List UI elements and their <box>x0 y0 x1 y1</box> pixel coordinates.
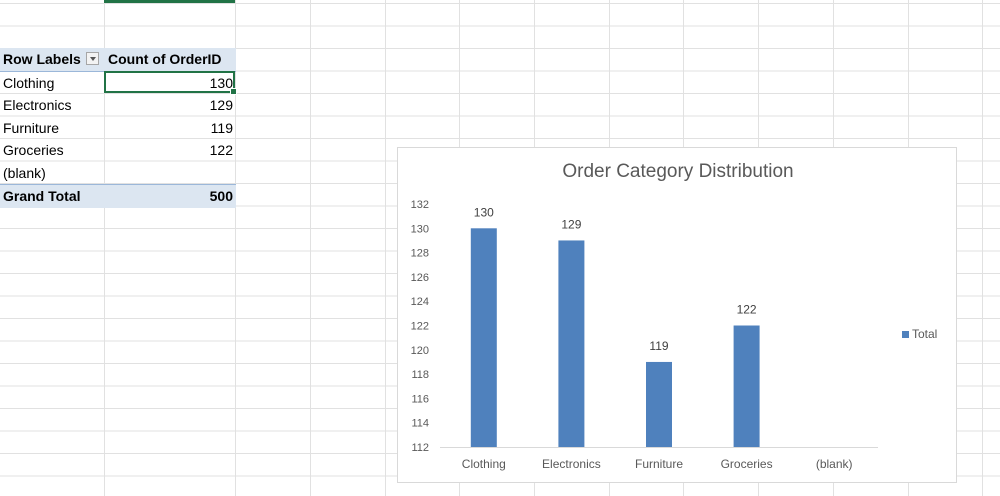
data-label: 130 <box>474 205 494 219</box>
bar[interactable] <box>733 325 760 448</box>
row-count: 122 <box>209 142 233 158</box>
chart-title[interactable]: Order Category Distribution <box>562 161 794 182</box>
value-field-header[interactable]: Count of OrderID <box>108 51 222 67</box>
bar[interactable] <box>646 361 672 447</box>
y-tick-label: 116 <box>411 393 429 405</box>
data-label: 119 <box>649 339 668 353</box>
y-tick-label: 120 <box>411 345 429 357</box>
pivot-row[interactable]: Furniture 119 <box>0 117 236 140</box>
bar-chart: 112 114 116 118 120 122 124 126 128 130 132 130 Clot… <box>411 199 878 471</box>
pivot-header-row: Row Labels Count of OrderID <box>0 48 236 72</box>
bar[interactable] <box>470 228 497 447</box>
x-tick-label: Electronics <box>542 457 601 471</box>
data-label: 129 <box>561 217 581 231</box>
data-label: 122 <box>737 303 757 317</box>
chart-legend[interactable]: Total <box>902 327 937 341</box>
chart-area[interactable]: Order Category Distribution 112 114 116 118… <box>397 147 957 483</box>
row-label: Clothing <box>3 74 55 91</box>
row-labels-header[interactable]: Row Labels <box>3 51 81 67</box>
pivot-row[interactable]: Groceries 122 <box>0 139 236 162</box>
x-tick-label: Clothing <box>462 457 506 471</box>
pivot-table: Row Labels Count of OrderID Clothing 130… <box>0 48 236 208</box>
filter-dropdown-icon[interactable] <box>86 52 99 65</box>
row-count: 130 <box>209 74 233 91</box>
y-tick-label: 132 <box>411 199 429 211</box>
bar[interactable] <box>558 240 585 447</box>
row-label: Electronics <box>3 97 72 113</box>
pivot-row[interactable]: (blank) <box>0 162 236 185</box>
y-tick-label: 122 <box>411 321 429 333</box>
column-selection-indicator <box>104 0 235 3</box>
y-tick-label: 112 <box>411 442 429 454</box>
row-label: Groceries <box>3 142 64 158</box>
y-tick-label: 114 <box>411 418 429 430</box>
pivot-row[interactable]: Electronics 129 <box>0 94 236 117</box>
y-tick-label: 126 <box>411 272 429 284</box>
y-tick-label: 124 <box>411 296 429 308</box>
row-count: 119 <box>210 119 233 136</box>
x-tick-label: (blank) <box>816 457 853 471</box>
pivot-row[interactable]: Clothing 130 <box>0 72 236 95</box>
grand-total-value: 500 <box>209 188 233 204</box>
legend-label: Total <box>912 327 938 341</box>
x-tick-label: Groceries <box>721 457 773 471</box>
x-tick-label: Furniture <box>635 457 683 471</box>
y-tick-label: 118 <box>411 369 429 381</box>
row-count: 129 <box>209 97 233 113</box>
legend-swatch <box>902 330 909 338</box>
row-label: Furniture <box>3 119 60 136</box>
row-label: (blank) <box>3 164 46 181</box>
y-tick-label: 128 <box>411 248 429 260</box>
grand-total-label: Grand Total <box>3 188 81 204</box>
y-tick-label: 130 <box>411 223 429 235</box>
grand-total-row[interactable]: Grand Total 500 <box>0 184 236 208</box>
